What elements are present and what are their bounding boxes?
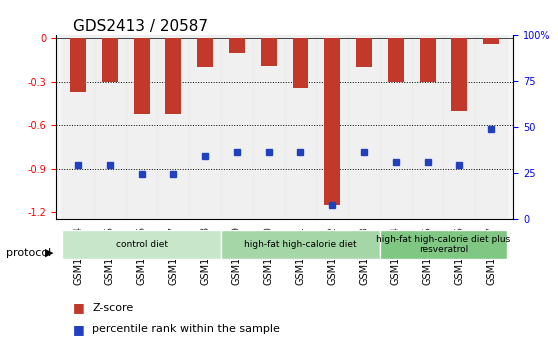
Text: ▶: ▶	[45, 248, 53, 258]
Text: high-fat high-calorie diet plus
resveratrol: high-fat high-calorie diet plus resverat…	[376, 235, 511, 254]
Bar	[134, 38, 150, 114]
Text: protocol: protocol	[6, 248, 51, 258]
Bar	[451, 38, 467, 111]
Bar	[324, 38, 340, 205]
Bar	[261, 38, 277, 66]
Bar	[126, 35, 157, 219]
Bar	[292, 38, 309, 87]
Bar	[380, 35, 412, 219]
Bar	[444, 35, 475, 219]
Bar	[356, 38, 372, 67]
Text: ■: ■	[73, 302, 84, 314]
Bar	[412, 35, 444, 219]
Bar	[229, 38, 245, 53]
Bar	[316, 35, 348, 219]
Text: high-fat high-calorie diet: high-fat high-calorie diet	[244, 240, 357, 249]
FancyBboxPatch shape	[380, 230, 507, 258]
Bar	[285, 35, 316, 219]
Bar	[70, 38, 86, 92]
Text: GDS2413 / 20587: GDS2413 / 20587	[73, 19, 208, 34]
Bar	[94, 35, 126, 219]
Bar	[388, 38, 404, 82]
Text: control diet: control diet	[116, 240, 167, 249]
Bar	[165, 38, 181, 114]
Text: Z-score: Z-score	[92, 303, 133, 313]
Text: ■: ■	[73, 323, 84, 336]
Bar	[348, 35, 380, 219]
FancyBboxPatch shape	[221, 230, 380, 258]
Bar	[62, 35, 94, 219]
Bar	[197, 38, 213, 67]
Text: percentile rank within the sample: percentile rank within the sample	[92, 324, 280, 334]
Bar	[221, 35, 253, 219]
Bar	[102, 38, 118, 82]
Bar	[189, 35, 221, 219]
FancyBboxPatch shape	[62, 230, 221, 258]
Bar	[420, 38, 435, 82]
Bar	[483, 38, 499, 44]
Bar	[157, 35, 189, 219]
Bar	[475, 35, 507, 219]
Bar	[253, 35, 285, 219]
